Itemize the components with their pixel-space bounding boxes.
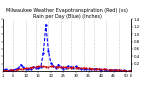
Title: Milwaukee Weather Evapotranspiration (Red) (vs) Rain per Day (Blue) (Inches): Milwaukee Weather Evapotranspiration (Re… [6, 8, 128, 19]
